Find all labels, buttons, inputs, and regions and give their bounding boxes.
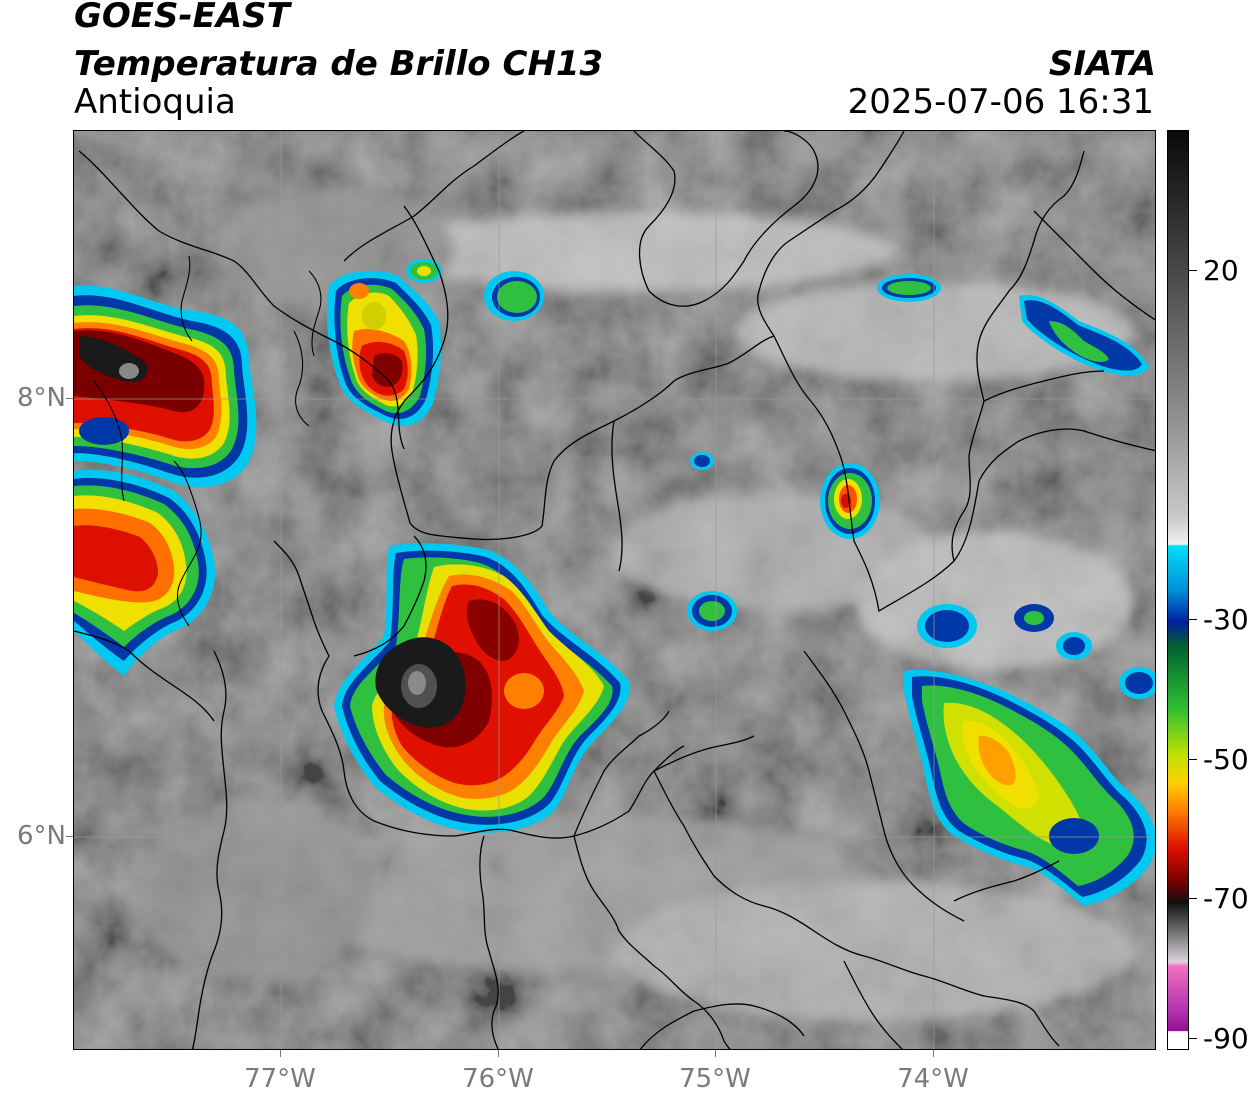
lat-label-6n: 6°N: [17, 821, 66, 851]
lon-tick-mark: [498, 1050, 499, 1057]
colorbar-tick-mark: [1189, 759, 1197, 760]
lon-label-77w: 77°W: [244, 1064, 316, 1094]
lat-tick-mark: [66, 398, 73, 399]
political-borders: [74, 131, 1155, 1049]
storm-cell-small-3: [820, 463, 880, 539]
storm-cell-small-2: [406, 259, 442, 283]
storm-cell-uraba: [327, 270, 442, 426]
lon-label-74w: 74°W: [897, 1064, 969, 1094]
storm-cell-west: [74, 285, 257, 676]
coastline: [93, 255, 322, 627]
lat-label-8n: 8°N: [17, 383, 66, 413]
gridlines: [74, 131, 1155, 1049]
colorbar-label-minus70: -70: [1203, 882, 1249, 915]
storm-cell-small-6: [690, 452, 714, 470]
storm-cell-central: [334, 543, 630, 833]
timestamp-label: 2025-07-06 16:31: [847, 82, 1154, 122]
lon-label-76w: 76°W: [462, 1064, 534, 1094]
colorbar-label-minus30: -30: [1203, 603, 1249, 636]
product-title: Temperatura de Brillo CH13: [74, 44, 604, 84]
colorbar-tick-mark: [1189, 270, 1197, 271]
storm-cell-southeast: [904, 669, 1155, 906]
colorbar-tick-mark: [1189, 898, 1197, 899]
storm-cell-east-small: [917, 604, 1155, 699]
lat-tick-mark: [66, 836, 73, 837]
colorbar-tick-mark: [1189, 1038, 1197, 1039]
colorbar-gradient: [1168, 131, 1188, 1049]
lon-tick-mark: [933, 1050, 934, 1057]
colorbar-label-20: 20: [1203, 254, 1239, 287]
lon-tick-mark: [715, 1050, 716, 1057]
satellite-map: [73, 130, 1156, 1050]
lon-tick-mark: [280, 1050, 281, 1057]
region-label: Antioquia: [74, 82, 236, 122]
satellite-title: GOES-EAST: [74, 0, 290, 36]
storm-cell-northeast: [1019, 295, 1149, 376]
colorbar-label-minus50: -50: [1203, 743, 1249, 776]
storm-cells: [74, 259, 1155, 906]
colorbar: [1167, 130, 1189, 1050]
storm-cell-small-4: [687, 591, 737, 631]
brightness-temperature-image: [74, 131, 1155, 1049]
storm-cell-small-1: [484, 271, 544, 321]
lon-label-75w: 75°W: [679, 1064, 751, 1094]
colorbar-label-minus90: -90: [1203, 1022, 1249, 1055]
colorbar-tick-mark: [1189, 619, 1197, 620]
organization-label: SIATA: [1048, 44, 1156, 84]
storm-cell-small-5: [877, 274, 941, 302]
